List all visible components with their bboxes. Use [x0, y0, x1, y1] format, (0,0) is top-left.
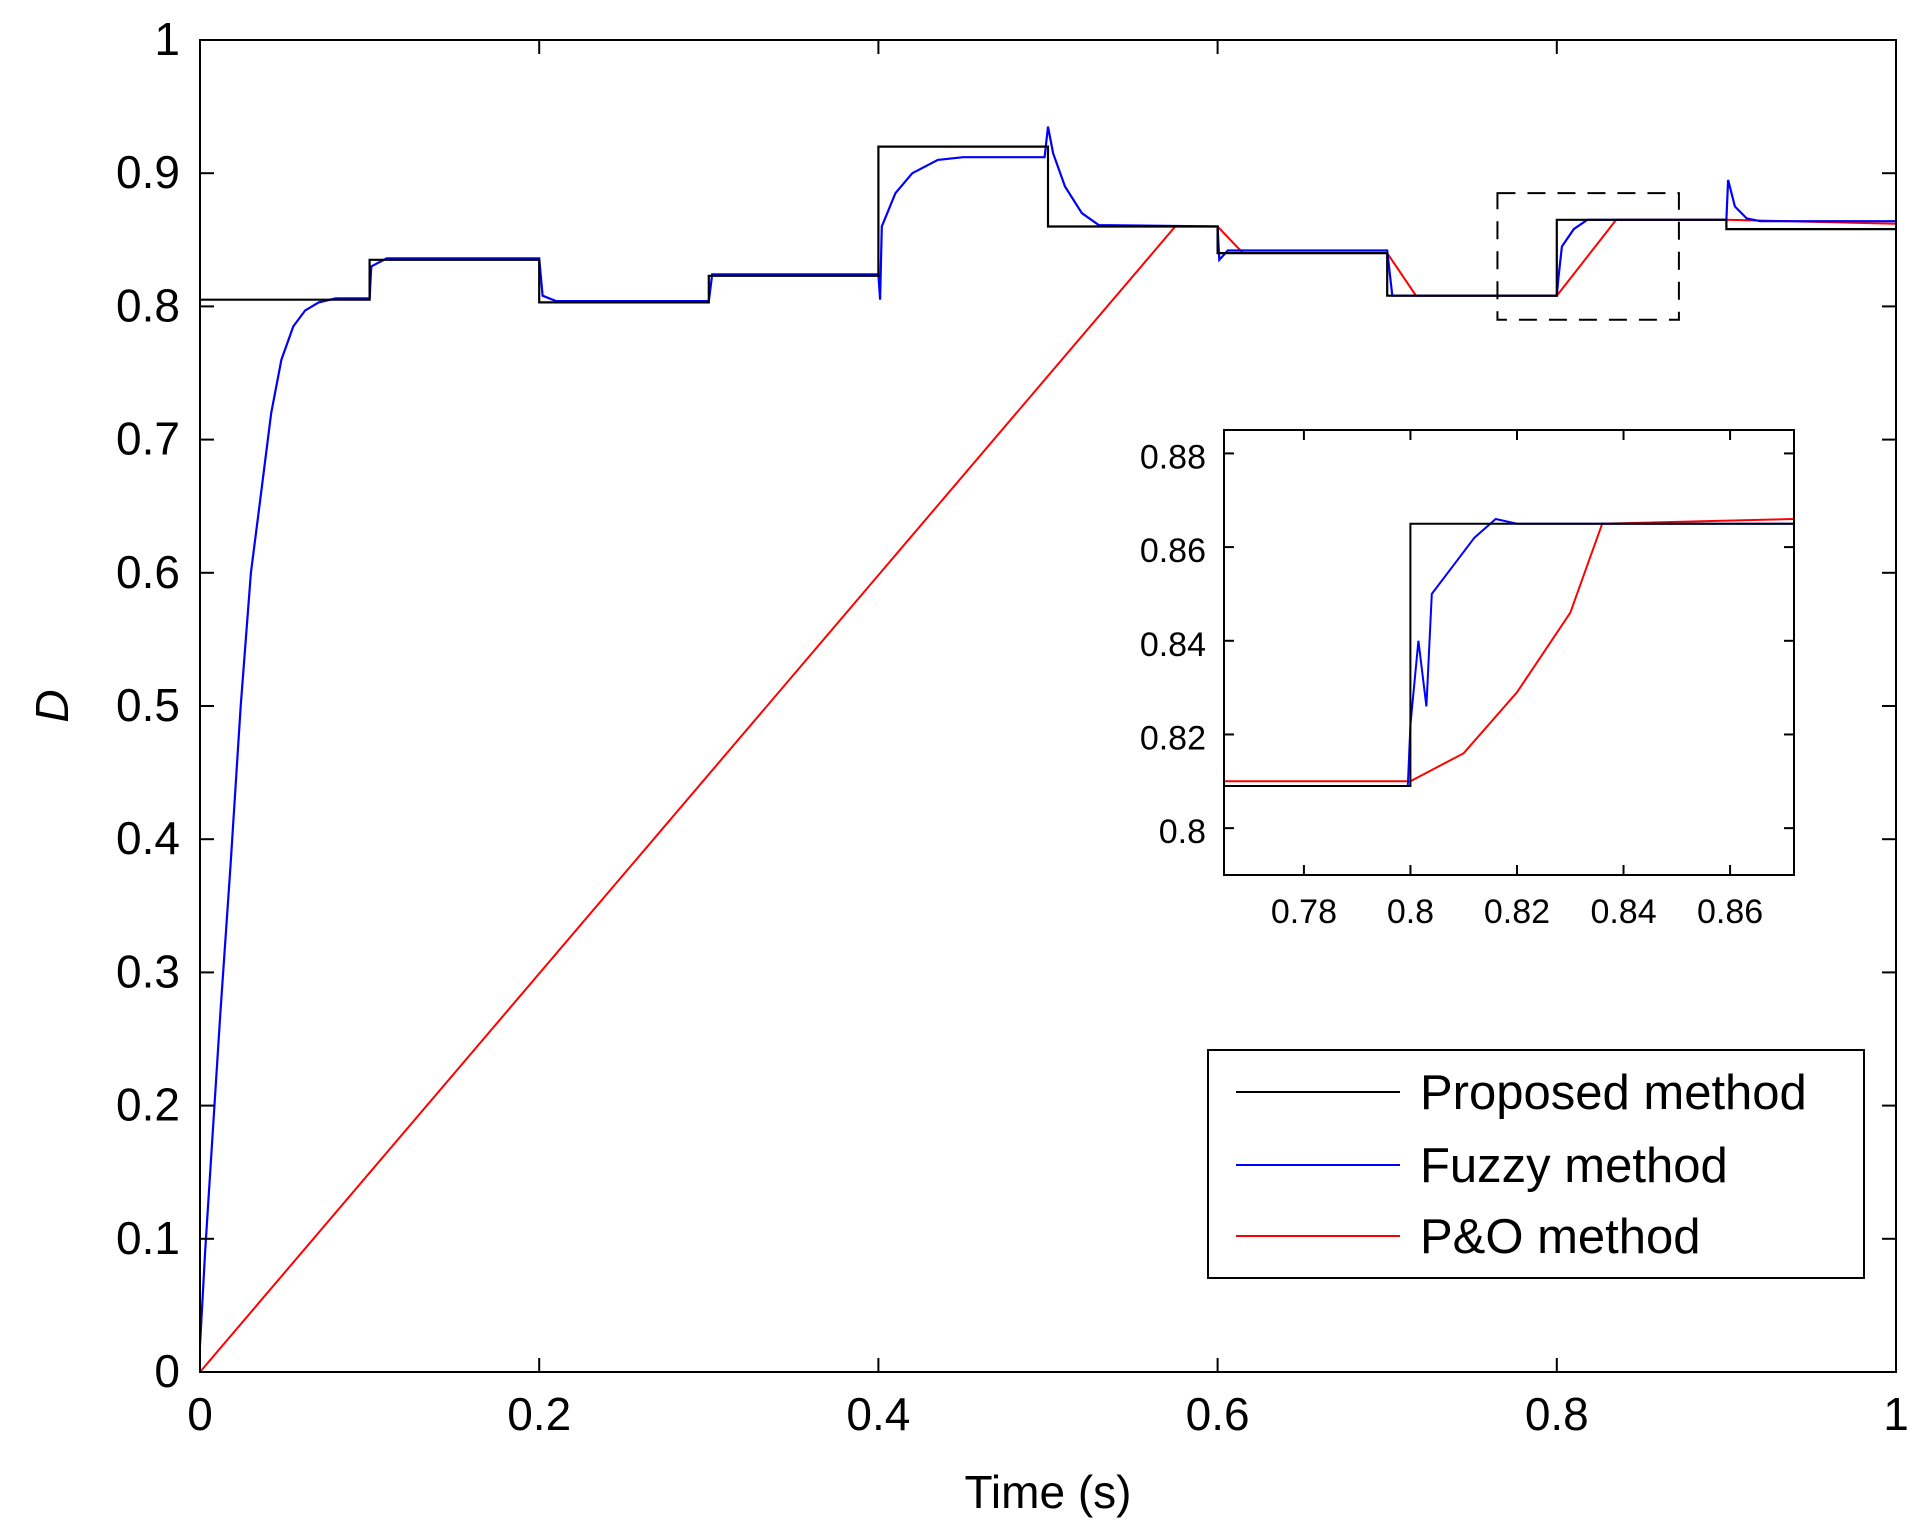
y-tick-label: 0.4 [116, 812, 180, 864]
x-tick-label: 0.82 [1484, 893, 1550, 931]
fuzzy-method-line [198, 126, 1896, 1346]
y-tick-label: 0.9 [116, 146, 180, 198]
inset-plot: 0.78 0.8 0.82 0.84 0.86 0.8 0.82 0.84 0.86 0.88 [1140, 429, 1795, 931]
y-tick-label: 0.82 [1140, 719, 1206, 757]
y-tick-label: 0 [154, 1345, 180, 1397]
x-tick-label: 0 [187, 1388, 213, 1440]
y-tick-label: 0.6 [116, 546, 180, 598]
x-tick-label: 0.6 [1186, 1388, 1250, 1440]
y-tick-label: 0.5 [116, 679, 180, 731]
inset-x-axis: 0.78 0.8 0.82 0.84 0.86 [1271, 430, 1763, 931]
legend: Proposed method Fuzzy method P&O method [1207, 1049, 1865, 1279]
y-tick-label: 0.1 [116, 1212, 180, 1264]
main-x-axis: 0 0.2 0.4 0.6 0.8 1 [187, 40, 1909, 1440]
x-tick-label: 0.8 [1525, 1388, 1589, 1440]
y-tick-label: 0.8 [1159, 813, 1206, 851]
y-axis-label: D [26, 689, 78, 722]
y-tick-label: 0.8 [116, 279, 180, 331]
y-tick-label: 0.7 [116, 413, 180, 465]
proposed-method-line [200, 145, 1896, 304]
main-plot-area [198, 126, 1897, 1373]
legend-label-po: P&O method [1420, 1210, 1701, 1264]
zoom-region-box [1496, 192, 1680, 321]
x-tick-label: 0.2 [507, 1388, 571, 1440]
inset-y-axis: 0.8 0.82 0.84 0.86 0.88 [1140, 438, 1794, 851]
y-tick-label: 0.88 [1140, 438, 1206, 476]
x-tick-label: 0.8 [1387, 893, 1434, 931]
inset-axes-box [1223, 429, 1795, 876]
legend-label-fuzzy: Fuzzy method [1420, 1139, 1728, 1193]
y-tick-label: 0.86 [1140, 532, 1206, 570]
y-tick-label: 0.2 [116, 1079, 180, 1131]
x-tick-label: 0.4 [846, 1388, 910, 1440]
x-tick-label: 0.84 [1590, 893, 1656, 931]
main-y-axis: 0 0.1 0.2 0.3 0.4 0.5 0.6 0.7 0.8 0.9 1 [116, 13, 1896, 1397]
y-tick-label: 0.3 [116, 945, 180, 997]
x-tick-label: 0.86 [1697, 893, 1763, 931]
inset-background [1224, 430, 1794, 875]
x-tick-label: 1 [1883, 1388, 1909, 1440]
inset-proposed-method-line [1224, 522, 1794, 787]
x-axis-label: Time (s) [965, 1466, 1132, 1518]
y-tick-label: 1 [154, 13, 180, 65]
x-tick-label: 0.78 [1271, 893, 1337, 931]
legend-label-proposed: Proposed method [1420, 1066, 1807, 1120]
y-tick-label: 0.84 [1140, 626, 1206, 664]
